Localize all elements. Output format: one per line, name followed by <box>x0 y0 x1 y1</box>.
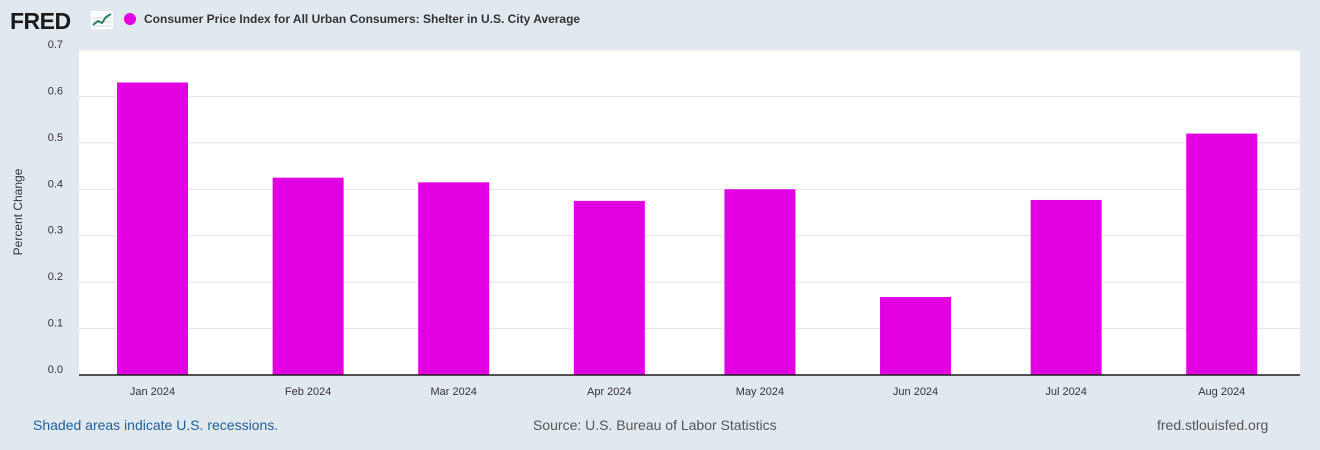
recession-note-link[interactable]: Shaded areas indicate U.S. recessions. <box>33 417 279 433</box>
y-tick-label: 0.5 <box>48 132 63 144</box>
bar[interactable] <box>272 177 344 375</box>
y-tick-label: 0.6 <box>48 85 63 97</box>
x-tick-label: May 2024 <box>736 386 784 398</box>
site-link[interactable]: fred.stlouisfed.org <box>1157 417 1269 433</box>
bar-chart: 0.0 0.1 0.2 0.3 0.4 0.5 0.6 0.7 Jan 2024 Feb 202… <box>11 39 1300 398</box>
x-tick-label: Jun 2024 <box>893 386 938 398</box>
x-tick-label: Apr 2024 <box>587 386 632 398</box>
y-tick-label: 0.2 <box>48 271 63 283</box>
legend-swatch <box>124 13 136 25</box>
trend-line-icon <box>90 10 114 30</box>
bar[interactable] <box>573 200 645 375</box>
bar[interactable] <box>418 182 490 375</box>
y-tick-label: 0.0 <box>48 364 63 376</box>
x-tick-label: Jul 2024 <box>1045 386 1087 398</box>
fred-logo[interactable]: FRED <box>10 8 71 34</box>
y-axis-label: Percent Change <box>11 168 25 255</box>
x-tick-label: Feb 2024 <box>285 386 331 398</box>
chart-legend: Consumer Price Index for All Urban Consu… <box>124 12 580 26</box>
plot-area <box>79 50 1300 375</box>
y-tick-label: 0.7 <box>48 39 63 51</box>
bar[interactable] <box>1186 133 1258 375</box>
bar[interactable] <box>1030 199 1102 375</box>
series-title[interactable]: Consumer Price Index for All Urban Consu… <box>144 12 581 26</box>
y-tick-label: 0.1 <box>48 318 63 330</box>
bar[interactable] <box>880 297 952 375</box>
bar[interactable] <box>724 189 796 375</box>
x-tick-label: Mar 2024 <box>430 386 476 398</box>
x-tick-label: Aug 2024 <box>1198 386 1245 398</box>
y-tick-label: 0.3 <box>48 225 63 237</box>
x-tick-label: Jan 2024 <box>130 386 175 398</box>
bar[interactable] <box>117 82 188 376</box>
source-note: Source: U.S. Bureau of Labor Statistics <box>533 417 777 433</box>
y-tick-label: 0.4 <box>48 178 63 190</box>
